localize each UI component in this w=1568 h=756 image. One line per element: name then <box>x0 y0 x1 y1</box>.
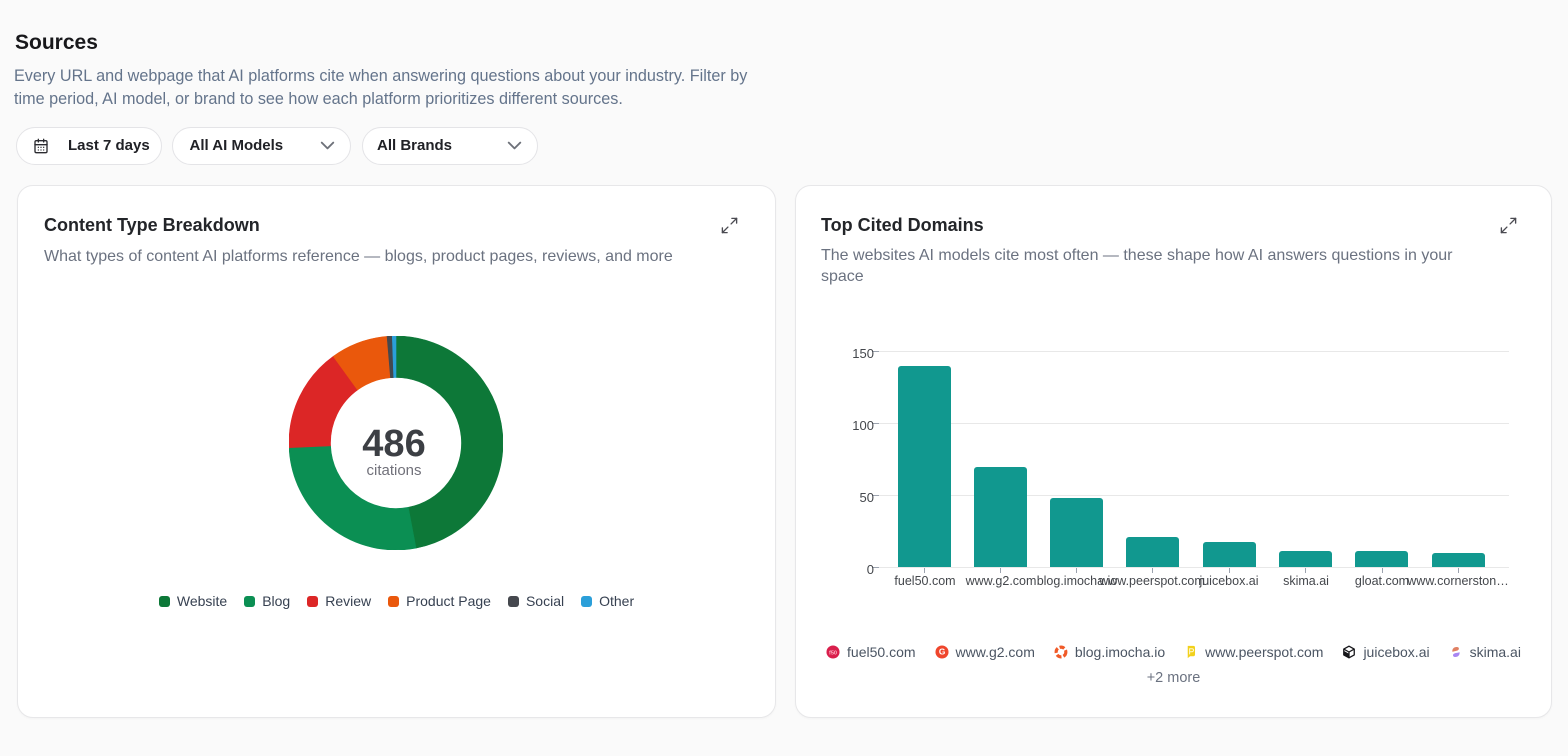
svg-text:G: G <box>938 647 945 657</box>
svg-text:f50: f50 <box>829 650 837 656</box>
